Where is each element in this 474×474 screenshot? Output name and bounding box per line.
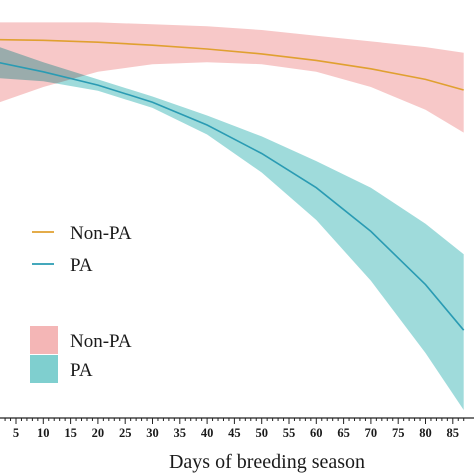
line-non-pa xyxy=(0,38,464,91)
legend-ribbon-label: PA xyxy=(70,360,93,381)
x-tick-label: 30 xyxy=(146,426,159,440)
x-tick-label: 35 xyxy=(174,426,187,440)
x-tick-label: 50 xyxy=(255,426,268,440)
legend-ribbon-swatch xyxy=(30,355,58,383)
x-tick-label: 85 xyxy=(447,426,460,440)
x-axis: 5 10 15 20 25 30 35 40 45 50 55 60 65 70 75 80 85 xyxy=(0,417,474,440)
x-tick-label: 65 xyxy=(337,426,350,440)
x-tick-label: 5 xyxy=(13,426,19,440)
x-tick-label: 15 xyxy=(64,426,77,440)
ribbon-non-pa xyxy=(0,22,464,133)
x-tick-label: 40 xyxy=(201,426,214,440)
x-tick-label: 10 xyxy=(37,426,50,440)
fitted-lines xyxy=(0,38,465,331)
x-tick-label: 60 xyxy=(310,426,323,440)
x-tick-label: 45 xyxy=(228,426,241,440)
legend-line-label: PA xyxy=(70,255,93,276)
x-tick-label: 55 xyxy=(283,426,296,440)
x-tick-label: 25 xyxy=(119,426,132,440)
x-tick-label: 75 xyxy=(392,426,405,440)
legend-line-label: Non-PA xyxy=(70,223,132,244)
x-tick-label: 80 xyxy=(419,426,432,440)
confidence-ribbons xyxy=(0,22,464,410)
x-axis-title: Days of breeding season xyxy=(169,451,365,473)
ribbon-pa xyxy=(0,47,464,410)
legend-ribbon-swatch xyxy=(30,326,58,354)
line-pa xyxy=(0,61,465,331)
x-tick-label: 20 xyxy=(92,426,105,440)
legend: Non-PA PA Non-PA PA xyxy=(30,223,132,383)
x-tick-label: 70 xyxy=(365,426,378,440)
legend-ribbon-label: Non-PA xyxy=(70,331,132,352)
